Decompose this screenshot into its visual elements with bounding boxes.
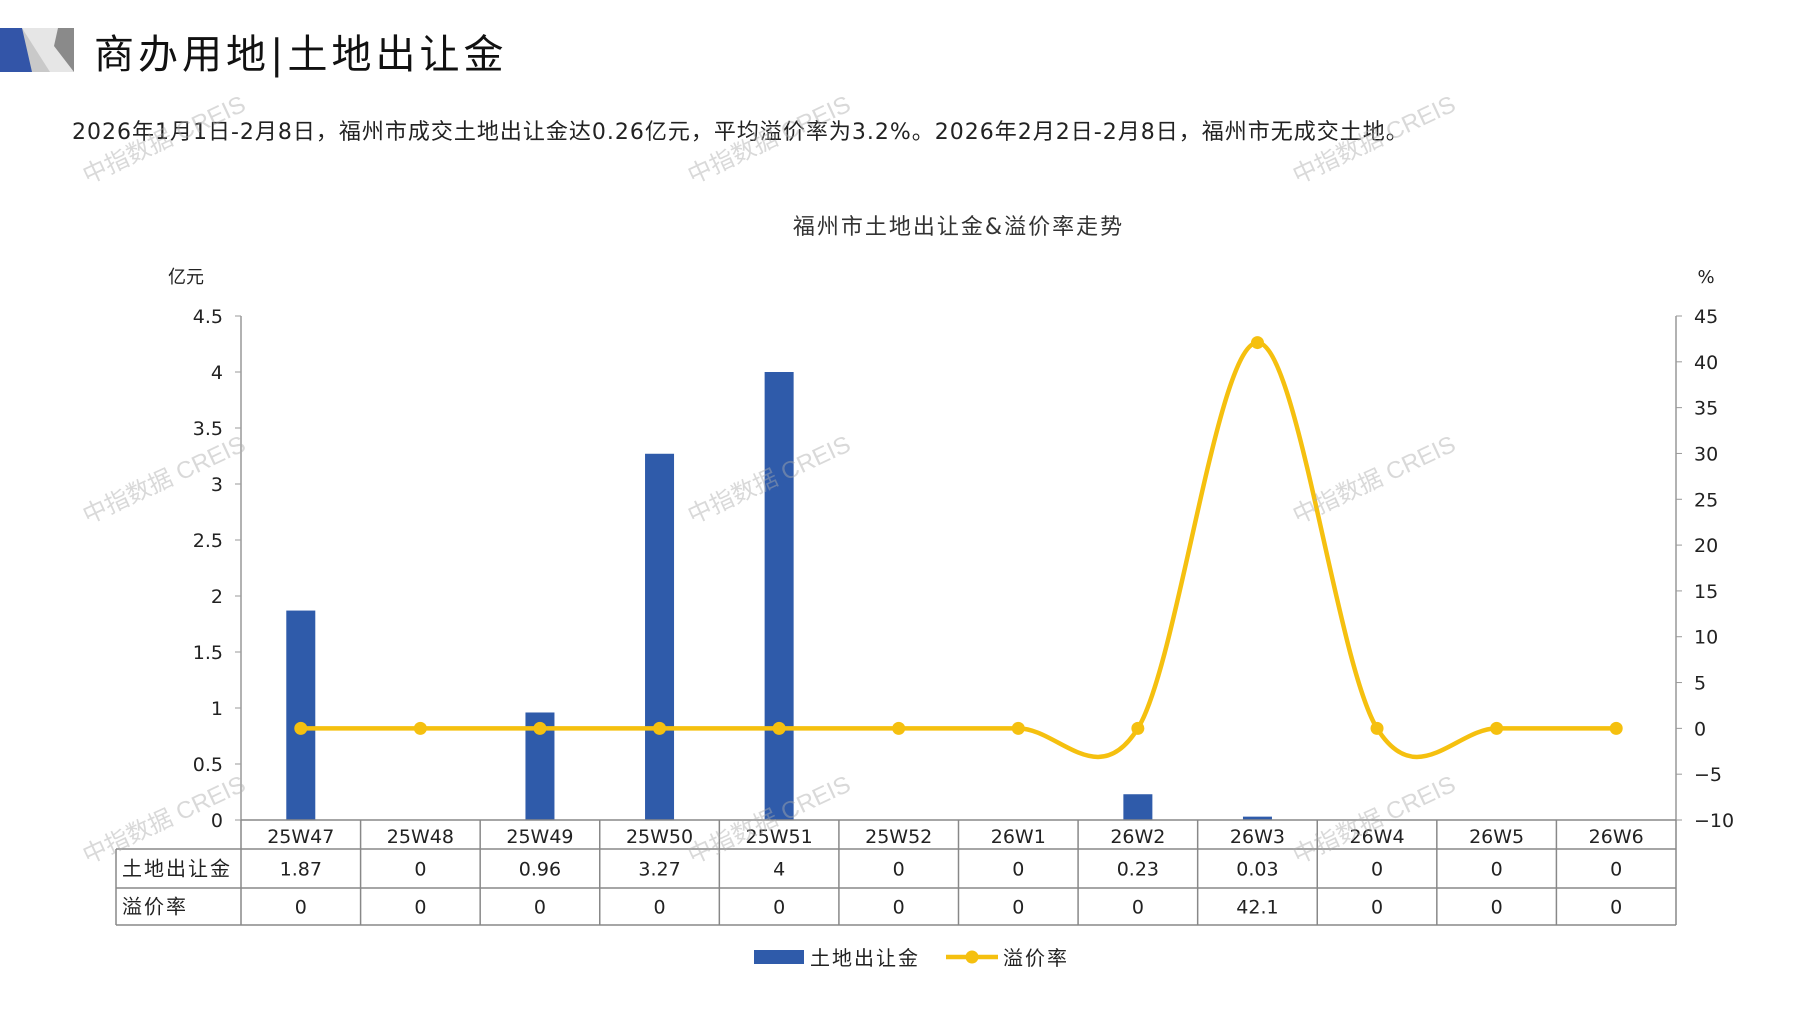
table-cell: 0 <box>1012 897 1024 919</box>
line-point-25W51 <box>772 721 786 735</box>
right-tick-label: 45 <box>1694 306 1718 328</box>
header-logo <box>0 28 74 72</box>
legend-label-line: 溢价率 <box>1003 946 1069 970</box>
table-row-label: 溢价率 <box>122 895 188 919</box>
category-label: 26W5 <box>1469 826 1524 848</box>
table-cell: 0 <box>893 897 905 919</box>
right-tick-label: 25 <box>1694 489 1718 511</box>
table-cell: 0 <box>1491 897 1503 919</box>
page-title: 商办用地|土地出让金 <box>94 32 508 78</box>
bar-25W50 <box>645 453 675 820</box>
legend-swatch-marker <box>965 950 979 964</box>
table-cell: 0 <box>1371 859 1383 881</box>
line-point-25W47 <box>294 721 308 735</box>
table-cell: 0 <box>414 897 426 919</box>
right-tick-label: 5 <box>1694 673 1706 695</box>
category-label: 25W48 <box>387 826 454 848</box>
right-axis-unit: % <box>1697 267 1714 288</box>
line-point-26W1 <box>1011 721 1025 735</box>
table-cell: 0 <box>534 897 546 919</box>
table-cell: 0 <box>773 897 785 919</box>
right-tick-label: −5 <box>1694 764 1722 786</box>
category-label: 25W49 <box>506 826 573 848</box>
left-tick-label: 3 <box>211 474 223 496</box>
category-label: 26W1 <box>991 826 1046 848</box>
right-tick-label: 20 <box>1694 535 1718 557</box>
left-tick-label: 2 <box>211 586 223 608</box>
line-point-26W3 <box>1250 336 1264 350</box>
table-cell: 1.87 <box>280 859 322 881</box>
left-tick-label: 4 <box>211 362 223 384</box>
line-point-25W49 <box>533 721 547 735</box>
legend-label-bar: 土地出让金 <box>810 946 920 970</box>
table-cell: 0.03 <box>1236 859 1278 881</box>
bar-25W47 <box>286 610 316 820</box>
line-point-26W4 <box>1370 721 1384 735</box>
table-cell: 0 <box>1371 897 1383 919</box>
right-tick-label: 30 <box>1694 443 1718 465</box>
bar-26W3 <box>1242 816 1272 820</box>
table-cell: 0 <box>1491 859 1503 881</box>
line-point-25W48 <box>413 721 427 735</box>
table-cell: 0 <box>1610 897 1622 919</box>
table-cell: 42.1 <box>1236 897 1278 919</box>
bar-25W51 <box>764 372 794 820</box>
legend-swatch-bar <box>754 950 804 964</box>
right-tick-label: 15 <box>1694 581 1718 603</box>
table-cell: 0.23 <box>1117 859 1159 881</box>
summary-text: 2026年1月1日-2月8日，福州市成交土地出让金达0.26亿元，平均溢价率为3… <box>72 120 1409 145</box>
left-tick-label: 4.5 <box>193 306 223 328</box>
table-cell: 3.27 <box>638 859 680 881</box>
right-tick-label: 0 <box>1694 718 1706 740</box>
left-axis-unit: 亿元 <box>168 267 204 288</box>
bar-26W2 <box>1123 794 1153 820</box>
left-tick-label: 1 <box>211 698 223 720</box>
table-cell: 0 <box>1132 897 1144 919</box>
line-point-25W52 <box>892 721 906 735</box>
table-cell: 0 <box>1012 859 1024 881</box>
category-label: 25W50 <box>626 826 693 848</box>
line-point-25W50 <box>653 721 667 735</box>
table-cell: 4 <box>773 859 785 881</box>
left-tick-label: 0 <box>211 810 223 832</box>
table-row-label: 土地出让金 <box>122 857 232 881</box>
category-label: 25W47 <box>267 826 334 848</box>
table-cell: 0 <box>1610 859 1622 881</box>
table-cell: 0 <box>295 897 307 919</box>
right-tick-label: 40 <box>1694 352 1718 374</box>
line-series-premium-rate <box>300 340 1617 760</box>
category-label: 26W3 <box>1230 826 1285 848</box>
category-label: 26W2 <box>1110 826 1165 848</box>
line-point-26W2 <box>1131 721 1145 735</box>
chart-title: 福州市土地出让金&溢价率走势 <box>793 215 1124 240</box>
line-point-26W5 <box>1490 721 1504 735</box>
line-point-26W6 <box>1609 721 1623 735</box>
category-label: 25W51 <box>746 826 813 848</box>
right-tick-label: 10 <box>1694 627 1718 649</box>
category-label: 25W52 <box>865 826 932 848</box>
table-cell: 0 <box>653 897 665 919</box>
table-cell: 0 <box>414 859 426 881</box>
left-tick-label: 2.5 <box>193 530 223 552</box>
left-tick-label: 1.5 <box>193 642 223 664</box>
category-label: 26W4 <box>1350 826 1405 848</box>
table-cell: 0 <box>893 859 905 881</box>
left-tick-label: 0.5 <box>193 754 223 776</box>
right-tick-label: −10 <box>1694 810 1734 832</box>
category-label: 26W6 <box>1589 826 1644 848</box>
table-cell: 0.96 <box>519 859 561 881</box>
right-tick-label: 35 <box>1694 398 1718 420</box>
left-tick-label: 3.5 <box>193 418 223 440</box>
